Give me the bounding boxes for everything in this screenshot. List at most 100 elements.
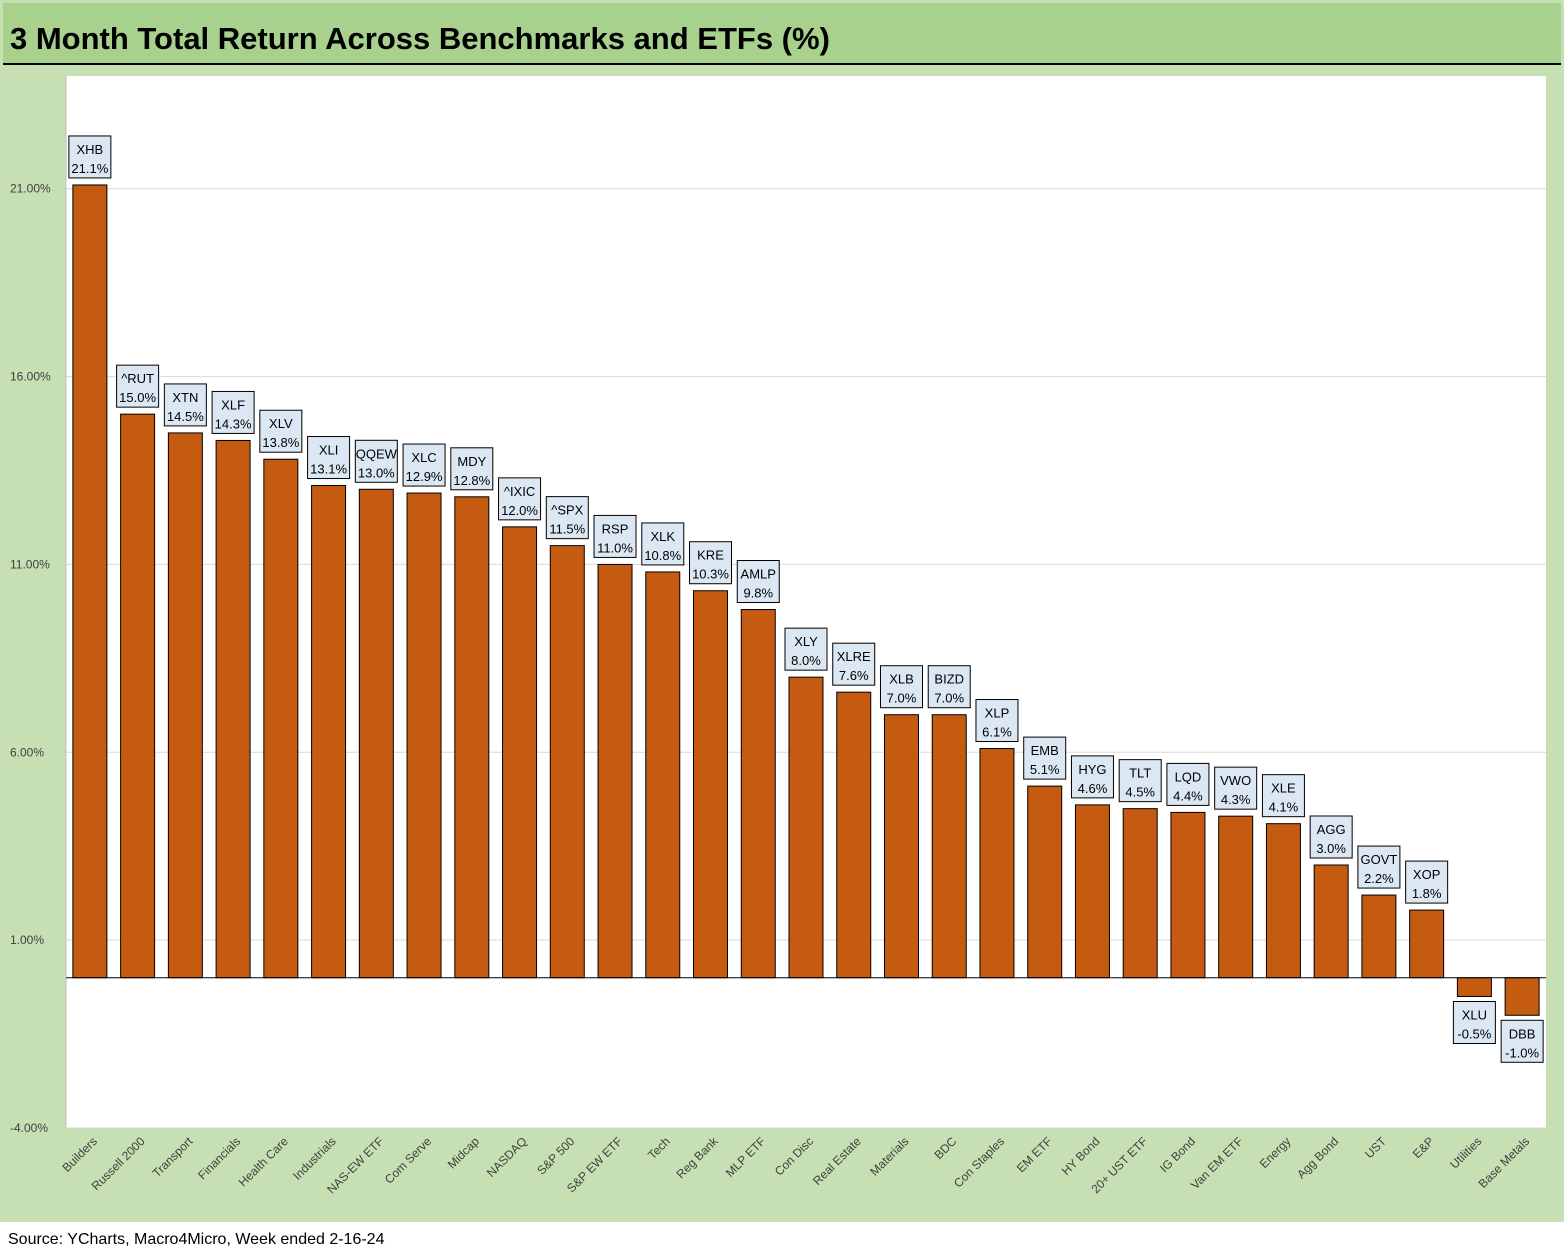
bar <box>1122 808 1158 979</box>
x-tick-label: Materials <box>867 1134 911 1178</box>
y-tick-label: -4.00% <box>10 1121 48 1135</box>
data-label-value: 21.1% <box>71 161 108 176</box>
data-label-box <box>1023 736 1067 780</box>
data-label-value: 14.3% <box>215 416 252 431</box>
data-label-ticker: XLK <box>650 529 675 544</box>
data-label-ticker: AMLP <box>741 567 776 582</box>
bar <box>454 496 490 979</box>
data-label-ticker: GOVT <box>1360 852 1397 867</box>
data-label-box <box>1452 1001 1496 1044</box>
bar <box>1265 823 1301 979</box>
bar <box>1313 864 1349 979</box>
bar <box>1361 894 1397 979</box>
data-label-value: 7.0% <box>934 691 964 706</box>
data-label-value: 13.8% <box>262 435 299 450</box>
x-tick-label: Agg Bond <box>1294 1134 1341 1181</box>
x-tick-label: Utilities <box>1447 1134 1484 1171</box>
data-label-ticker: QQEW <box>356 446 398 461</box>
bar <box>693 590 729 979</box>
data-label-value: 11.5% <box>549 522 585 537</box>
x-tick-label: EM ETF <box>1014 1134 1055 1175</box>
bar <box>883 714 919 979</box>
x-tick-label: Base Metals <box>1476 1134 1533 1191</box>
data-label-value: 4.6% <box>1078 781 1108 796</box>
bar <box>406 492 442 979</box>
data-label-box <box>1166 762 1210 806</box>
data-label-value: 6.1% <box>982 725 1012 740</box>
data-label-box <box>116 364 160 408</box>
data-label-value: 13.0% <box>358 465 395 480</box>
data-label-value: 4.4% <box>1173 788 1203 803</box>
bar-chart: 21.00% 16.00% 11.00% 6.00% 1.00% -4.00% XHB 21.… <box>10 76 1546 1196</box>
data-label-ticker: XLF <box>221 397 245 412</box>
x-tick-label: Transport <box>150 1134 196 1180</box>
data-label-value: 10.8% <box>644 548 681 563</box>
bar <box>120 413 156 979</box>
x-tick-label: Con Disc <box>772 1134 816 1178</box>
title-bar: 3 Month Total Return Across Benchmarks a… <box>3 3 1561 65</box>
data-label-box <box>545 496 589 540</box>
data-label-value: 11.0% <box>597 540 633 555</box>
bar <box>72 184 108 979</box>
data-label-value: 8.0% <box>791 653 821 668</box>
data-label-box <box>1405 860 1449 904</box>
data-label-box <box>1357 845 1401 889</box>
x-tick-label: UST <box>1362 1134 1389 1161</box>
bar <box>597 563 633 979</box>
bar <box>502 526 538 979</box>
data-label-box <box>832 642 876 686</box>
data-label-ticker: ^IXIC <box>504 484 535 499</box>
data-label-box <box>1261 774 1305 818</box>
data-label-box <box>402 443 446 487</box>
data-label-value: -0.5% <box>1457 1027 1491 1042</box>
data-label-box <box>68 135 112 179</box>
data-label-ticker: BIZD <box>934 672 964 687</box>
bar <box>1456 977 1492 998</box>
data-label-box <box>1118 759 1162 803</box>
data-label-ticker: XLY <box>794 634 818 649</box>
data-label-ticker: XLC <box>411 450 436 465</box>
data-label-ticker: VWO <box>1220 773 1251 788</box>
data-label-value: 4.5% <box>1125 785 1155 800</box>
data-label-ticker: MDY <box>457 454 486 469</box>
data-label-ticker: LQD <box>1175 769 1202 784</box>
data-label-value: 2.2% <box>1364 871 1394 886</box>
data-label-ticker: XLE <box>1271 781 1296 796</box>
bar <box>549 545 585 979</box>
data-label-box <box>975 699 1019 743</box>
data-label-box <box>641 522 685 566</box>
y-tick-label: 11.00% <box>10 557 50 571</box>
x-tick-label: BDC <box>932 1134 960 1162</box>
data-label-ticker: XLRE <box>837 649 871 664</box>
data-label-box <box>1070 755 1114 799</box>
x-tick-label: IG Bond <box>1157 1134 1198 1175</box>
data-label-value: 12.0% <box>501 503 538 518</box>
bar <box>645 571 681 979</box>
bar <box>836 691 872 979</box>
data-label-ticker: EMB <box>1031 743 1059 758</box>
data-label-value: 7.6% <box>839 668 869 683</box>
data-label-box <box>450 447 494 491</box>
x-tick-label: Financials <box>195 1134 243 1182</box>
data-label-ticker: XLP <box>985 706 1010 721</box>
y-tick-label: 16.00% <box>10 370 51 384</box>
bar <box>1074 804 1110 979</box>
data-label-ticker: XLB <box>889 672 914 687</box>
data-label-ticker: HYG <box>1078 762 1106 777</box>
data-label-value: 3.0% <box>1316 841 1346 856</box>
data-label-value: 7.0% <box>887 691 917 706</box>
x-tick-label: Health Care <box>236 1134 291 1189</box>
bar <box>1504 977 1540 1016</box>
x-tick-label: E&P <box>1410 1134 1437 1161</box>
bar <box>311 485 347 979</box>
data-label-ticker: RSP <box>602 521 629 536</box>
bar <box>263 458 299 979</box>
data-label-ticker: XOP <box>1413 867 1440 882</box>
x-tick-label: Reg Bank <box>673 1134 721 1182</box>
x-tick-label: Con Staples <box>951 1134 1007 1190</box>
data-label-box <box>498 477 542 521</box>
data-label-value: 9.8% <box>743 586 773 601</box>
data-label-ticker: XTN <box>172 390 198 405</box>
data-label-ticker: XLV <box>269 416 293 431</box>
data-label-box <box>1309 815 1353 859</box>
